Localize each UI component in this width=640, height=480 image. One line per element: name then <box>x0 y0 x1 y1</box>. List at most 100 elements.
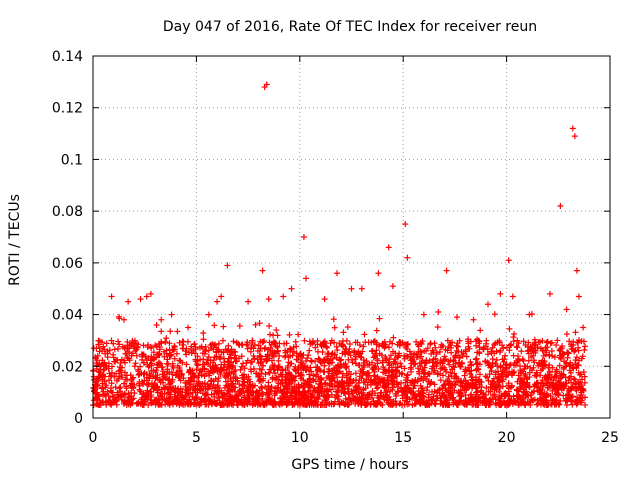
data-point <box>515 372 522 379</box>
data-point <box>382 341 389 348</box>
data-point <box>437 370 444 377</box>
data-point <box>140 381 147 388</box>
data-point <box>417 362 424 369</box>
data-point <box>494 378 501 385</box>
data-point <box>360 343 367 350</box>
data-point <box>104 388 111 395</box>
data-point <box>469 396 476 403</box>
data-point <box>402 379 409 386</box>
data-point <box>387 396 394 403</box>
data-point <box>331 324 338 331</box>
data-point <box>390 371 397 378</box>
data-point <box>201 350 208 357</box>
data-point <box>266 396 273 403</box>
data-point <box>534 387 541 394</box>
data-point <box>304 401 311 408</box>
data-point <box>352 383 359 390</box>
data-point <box>321 296 328 303</box>
data-point <box>103 393 110 400</box>
data-point <box>425 394 432 401</box>
data-point <box>103 382 110 389</box>
data-point <box>415 368 422 375</box>
data-point <box>118 356 125 363</box>
data-point <box>162 338 169 345</box>
data-point <box>338 383 345 390</box>
data-point <box>108 380 115 387</box>
data-point <box>230 374 237 381</box>
data-point <box>184 338 191 345</box>
data-point <box>158 316 165 323</box>
data-point <box>365 374 372 381</box>
data-point <box>376 315 383 322</box>
data-point <box>384 381 391 388</box>
data-point <box>135 341 142 348</box>
data-point <box>143 293 150 300</box>
data-point <box>139 351 146 358</box>
data-point <box>496 339 503 346</box>
data-point <box>128 399 135 406</box>
data-point <box>401 365 408 372</box>
data-point <box>261 345 268 352</box>
data-point <box>199 390 206 397</box>
data-point <box>572 386 579 393</box>
data-point <box>517 377 524 384</box>
data-point <box>432 355 439 362</box>
data-point <box>453 314 460 321</box>
data-point <box>336 340 343 347</box>
data-point <box>155 361 162 368</box>
data-point <box>233 392 240 399</box>
data-point <box>325 350 332 357</box>
data-point <box>344 386 351 393</box>
data-point <box>204 356 211 363</box>
data-point <box>265 379 272 386</box>
data-point <box>169 360 176 367</box>
data-point <box>154 383 161 390</box>
data-point <box>115 375 122 382</box>
data-point <box>575 357 582 364</box>
data-point <box>548 339 555 346</box>
data-point <box>258 356 265 363</box>
data-point <box>279 394 286 401</box>
data-point <box>343 364 350 371</box>
data-point <box>556 362 563 369</box>
data-point <box>145 363 152 370</box>
data-point <box>262 398 269 405</box>
data-point <box>491 311 498 318</box>
data-point <box>334 389 341 396</box>
data-point <box>173 350 180 357</box>
data-point <box>141 369 148 376</box>
data-point <box>526 399 533 406</box>
data-point <box>350 397 357 404</box>
data-point <box>253 397 260 404</box>
data-point <box>100 371 107 378</box>
data-point <box>122 350 129 357</box>
data-point <box>105 360 112 367</box>
data-point <box>512 362 519 369</box>
data-point <box>374 384 381 391</box>
data-point <box>176 367 183 374</box>
data-point <box>392 350 399 357</box>
data-point <box>375 394 382 401</box>
data-point <box>350 349 357 356</box>
data-point <box>229 350 236 357</box>
data-point <box>491 350 498 357</box>
data-point <box>389 340 396 347</box>
data-point <box>192 358 199 365</box>
data-point <box>506 342 513 349</box>
data-point <box>128 389 135 396</box>
data-point <box>119 343 126 350</box>
data-point <box>343 370 350 377</box>
data-point <box>486 371 493 378</box>
data-point <box>236 381 243 388</box>
data-point <box>538 359 545 366</box>
data-point <box>331 367 338 374</box>
y-tick-label: 0.12 <box>52 101 83 117</box>
data-point <box>132 360 139 367</box>
data-point <box>366 361 373 368</box>
chart-title: Day 047 of 2016, Rate Of TEC Index for r… <box>163 19 537 35</box>
data-point <box>197 399 204 406</box>
data-point <box>511 399 518 406</box>
data-point <box>379 357 386 364</box>
data-point <box>94 381 101 388</box>
data-point <box>291 383 298 390</box>
